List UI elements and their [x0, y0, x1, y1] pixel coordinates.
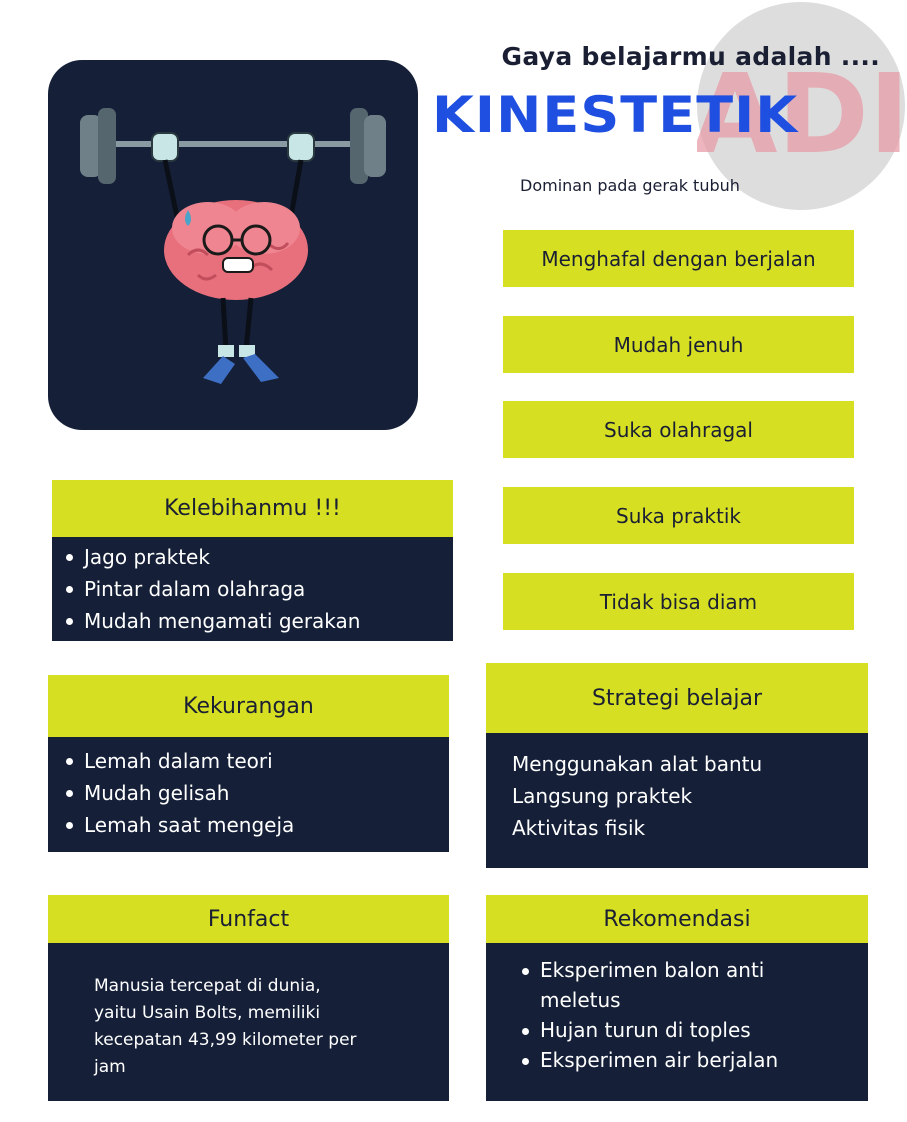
- strategi-title: Strategi belajar: [486, 663, 868, 733]
- page-title: KINESTETIK: [432, 86, 799, 144]
- page-subtitle: Dominan pada gerak tubuh: [520, 176, 740, 195]
- trait-item: Suka praktik: [503, 487, 854, 544]
- trait-item: Menghafal dengan berjalan: [503, 230, 854, 287]
- list-item: Mudah gelisah: [62, 777, 435, 809]
- kekurangan-card: Kekurangan Lemah dalam teori Mudah gelis…: [48, 675, 449, 852]
- kekurangan-title: Kekurangan: [48, 675, 449, 737]
- list-item: Eksperimen air berjalan: [518, 1045, 838, 1075]
- funfact-line: yaitu Usain Bolts, memiliki: [94, 1003, 321, 1023]
- list-item: Lemah dalam teori: [62, 745, 435, 777]
- strategi-line: Aktivitas fisik: [512, 816, 646, 840]
- list-item: Eksperimen balon anti meletus: [518, 955, 838, 1015]
- kelebihan-card: Kelebihanmu !!! Jago praktek Pintar dala…: [52, 480, 453, 641]
- strategi-line: Langsung praktek: [512, 784, 693, 808]
- rekomendasi-title: Rekomendasi: [486, 895, 868, 943]
- list-item: Pintar dalam olahraga: [62, 573, 443, 605]
- strategi-body: Menggunakan alat bantu Langsung praktek …: [486, 733, 868, 868]
- funfact-line: Manusia tercepat di dunia,: [94, 976, 321, 996]
- funfact-card: Funfact Manusia tercepat di dunia, yaitu…: [48, 895, 449, 1101]
- page-heading: Gaya belajarmu adalah ....: [501, 42, 880, 71]
- rekomendasi-card: Rekomendasi Eksperimen balon anti meletu…: [486, 895, 868, 1101]
- kelebihan-title: Kelebihanmu !!!: [52, 480, 453, 537]
- list-item: Mudah mengamati gerakan: [62, 605, 443, 637]
- trait-item: Tidak bisa diam: [503, 573, 854, 630]
- kelebihan-body: Jago praktek Pintar dalam olahraga Mudah…: [52, 537, 453, 641]
- funfact-title: Funfact: [48, 895, 449, 943]
- trait-item: Mudah jenuh: [503, 316, 854, 373]
- brain-weightlifting-illustration: [48, 60, 418, 430]
- funfact-line: kecepatan 43,99 kilometer per: [94, 1030, 357, 1050]
- funfact-line: jam: [94, 1057, 126, 1077]
- watermark-logo: ADI: [692, 2, 907, 210]
- list-item: Lemah saat mengeja: [62, 809, 435, 841]
- strategi-line: Menggunakan alat bantu: [512, 752, 763, 776]
- kekurangan-body: Lemah dalam teori Mudah gelisah Lemah sa…: [48, 737, 449, 852]
- rekomendasi-body: Eksperimen balon anti meletus Hujan turu…: [486, 943, 868, 1101]
- trait-item: Suka olahragal: [503, 401, 854, 458]
- funfact-body: Manusia tercepat di dunia, yaitu Usain B…: [48, 943, 449, 1101]
- brain-lifting-barbell-icon: [80, 108, 386, 384]
- svg-text:ADI: ADI: [697, 50, 905, 178]
- strategi-card: Strategi belajar Menggunakan alat bantu …: [486, 663, 868, 868]
- list-item: Hujan turun di toples: [518, 1015, 838, 1045]
- list-item: Jago praktek: [62, 541, 443, 573]
